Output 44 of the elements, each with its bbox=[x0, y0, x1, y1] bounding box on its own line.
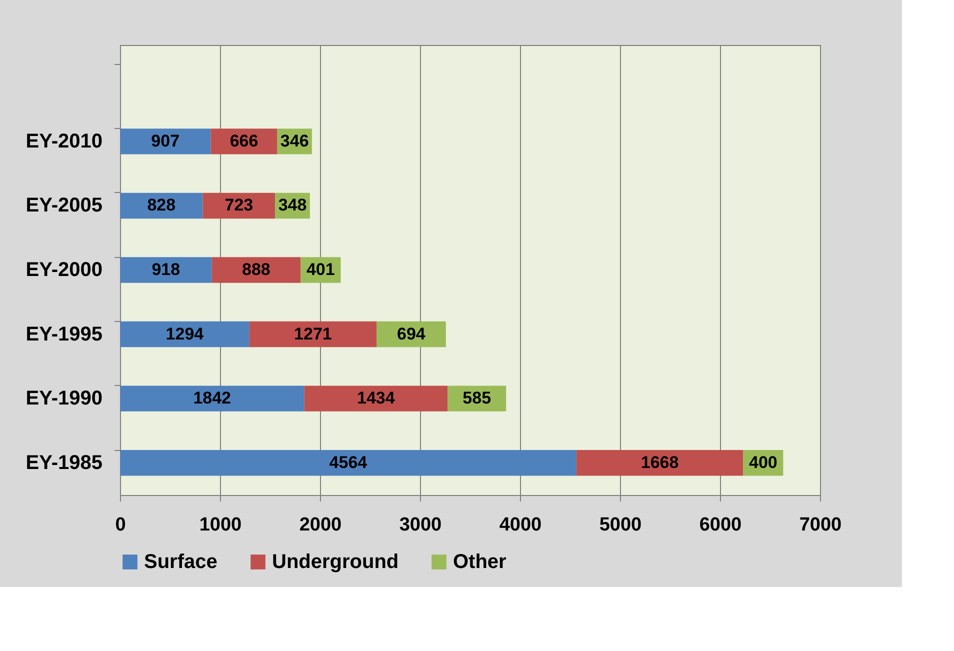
data-label: 1294 bbox=[166, 324, 204, 344]
legend-label: Surface bbox=[144, 551, 218, 573]
bar bbox=[120, 321, 250, 348]
data-label: 907 bbox=[151, 131, 180, 150]
x-tick-label: 2000 bbox=[299, 514, 342, 536]
bar bbox=[120, 257, 212, 283]
data-label: 1668 bbox=[640, 452, 679, 472]
bar bbox=[120, 386, 304, 412]
y-tick-label: EY-2010 bbox=[26, 130, 102, 152]
x-tick-label: 0 bbox=[115, 514, 126, 536]
x-tick-label: 3000 bbox=[399, 514, 442, 536]
bar bbox=[212, 257, 301, 283]
x-tick-label: 6000 bbox=[699, 514, 742, 536]
x-tick-label: 1000 bbox=[199, 514, 242, 536]
legend-label: Underground bbox=[272, 551, 399, 573]
data-label: 585 bbox=[462, 388, 492, 408]
data-label: 888 bbox=[242, 260, 270, 279]
data-label: 4564 bbox=[329, 452, 368, 472]
data-label: 401 bbox=[306, 260, 335, 279]
data-label: 348 bbox=[278, 196, 307, 215]
bar bbox=[120, 128, 211, 154]
data-label: 828 bbox=[147, 196, 176, 215]
y-tick-label: EY-2000 bbox=[26, 259, 102, 281]
data-label: 1434 bbox=[356, 388, 396, 408]
y-tick-label: EY-1995 bbox=[26, 323, 102, 346]
y-tick-label: EY-2005 bbox=[26, 194, 102, 217]
bar bbox=[249, 321, 376, 348]
data-label: 1842 bbox=[193, 388, 232, 408]
x-tick-label: 4000 bbox=[499, 514, 542, 536]
legend-label: Other bbox=[453, 551, 507, 573]
data-label: 346 bbox=[280, 131, 309, 150]
data-label: 400 bbox=[749, 452, 778, 472]
x-tick-label: 7000 bbox=[799, 514, 842, 536]
data-label: 723 bbox=[224, 196, 254, 215]
y-tick-label: EY-1990 bbox=[26, 388, 102, 410]
data-label: 666 bbox=[230, 131, 258, 150]
data-label: 918 bbox=[152, 260, 180, 279]
bar bbox=[120, 450, 576, 476]
y-tick-label: EY-1985 bbox=[26, 452, 102, 474]
x-tick-label: 5000 bbox=[599, 514, 642, 536]
data-label: 1271 bbox=[294, 324, 332, 344]
data-label: 694 bbox=[397, 324, 426, 344]
bar bbox=[304, 386, 448, 412]
bar bbox=[576, 450, 744, 476]
